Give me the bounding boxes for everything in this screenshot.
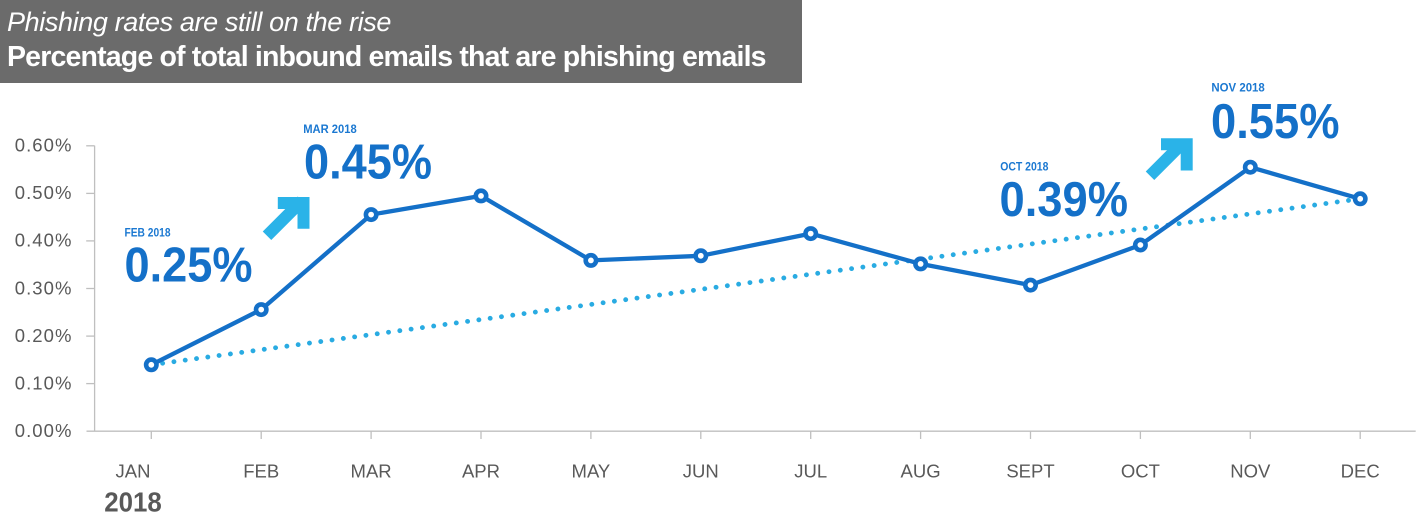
svg-text:0.50%: 0.50% [15,182,73,203]
svg-text:0.45%: 0.45% [304,136,432,190]
svg-text:SEPT: SEPT [1006,461,1054,482]
svg-text:MAR: MAR [351,461,392,482]
svg-text:0.30%: 0.30% [15,277,73,298]
svg-text:2018: 2018 [104,486,162,513]
svg-text:0.39%: 0.39% [1000,173,1129,227]
svg-text:OCT 2018: OCT 2018 [1000,160,1048,174]
svg-text:0.55%: 0.55% [1211,95,1340,149]
svg-text:MAY: MAY [572,461,611,482]
svg-text:OCT: OCT [1121,461,1160,482]
svg-text:FEB: FEB [243,461,279,482]
svg-text:JUL: JUL [794,461,827,482]
svg-text:NOV: NOV [1230,461,1271,482]
svg-text:0.00%: 0.00% [15,420,73,441]
svg-text:AUG: AUG [901,461,941,482]
svg-text:MAR 2018: MAR 2018 [303,122,357,136]
svg-text:0.40%: 0.40% [15,230,73,251]
svg-text:FEB 2018: FEB 2018 [125,226,171,240]
svg-text:0.25%: 0.25% [125,238,253,292]
svg-text:0.60%: 0.60% [15,135,73,156]
svg-text:JUN: JUN [683,461,719,482]
svg-text:APR: APR [462,461,500,482]
svg-text:DEC: DEC [1341,461,1380,482]
svg-text:JAN: JAN [116,461,151,482]
svg-text:0.10%: 0.10% [15,372,73,393]
svg-text:0.20%: 0.20% [15,325,73,346]
svg-text:NOV 2018: NOV 2018 [1211,80,1265,94]
